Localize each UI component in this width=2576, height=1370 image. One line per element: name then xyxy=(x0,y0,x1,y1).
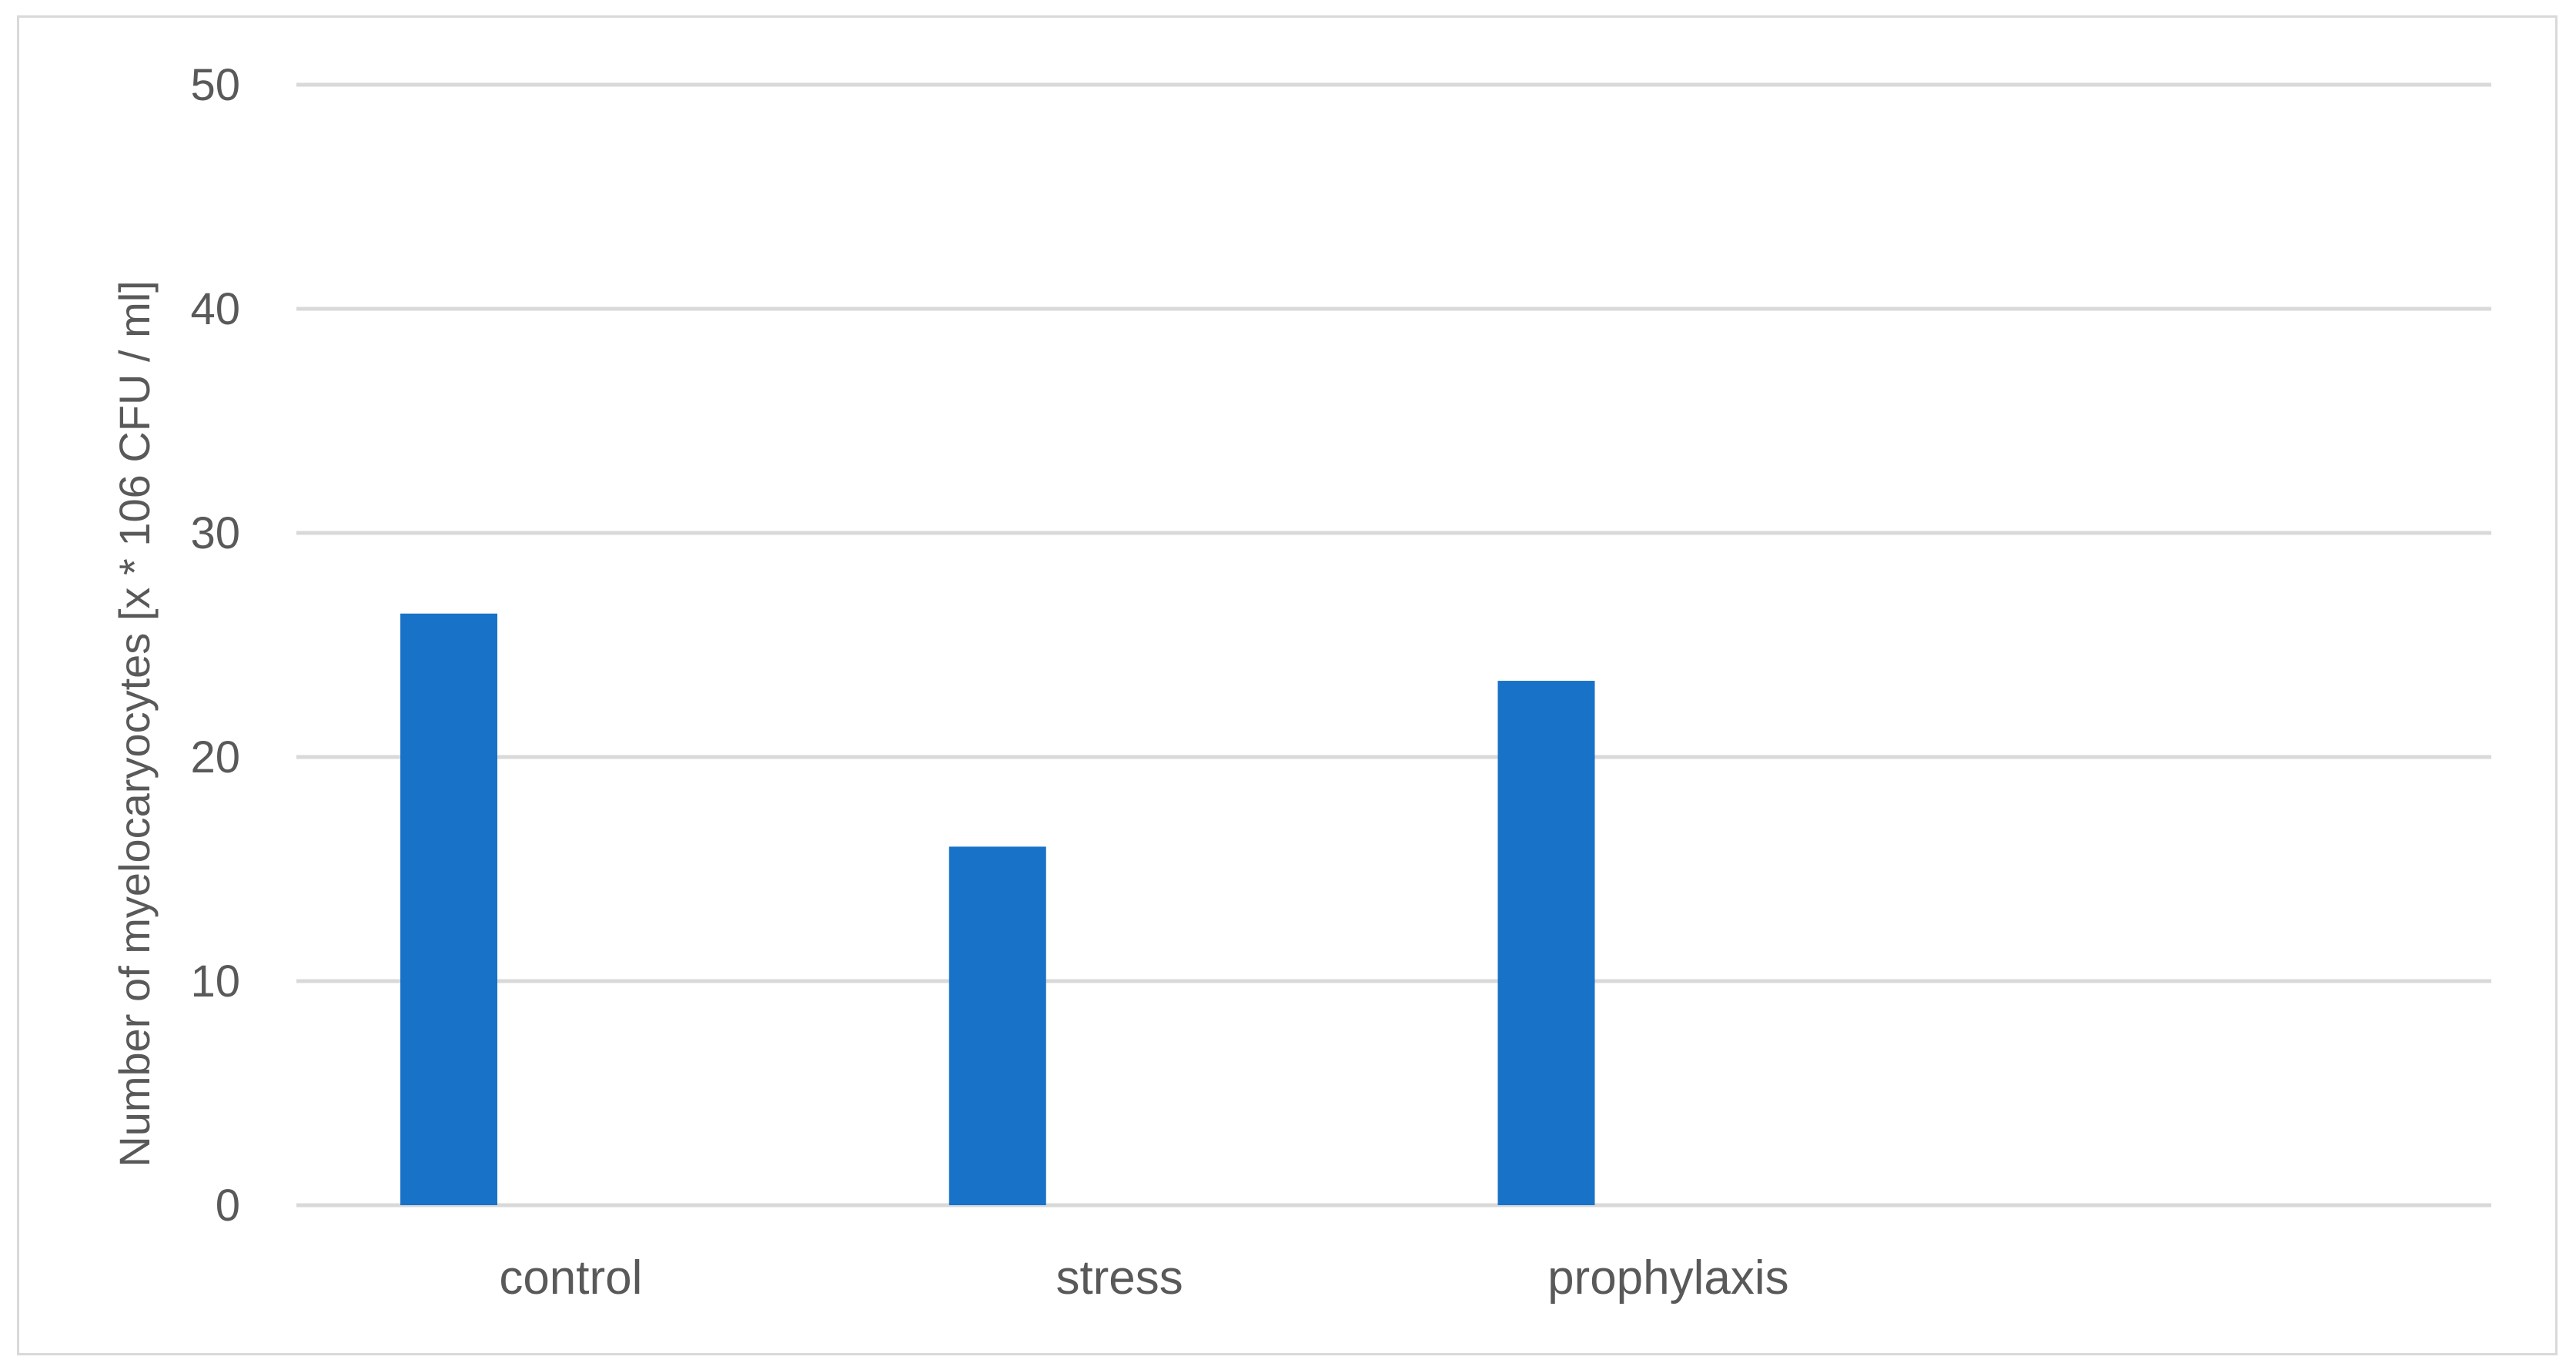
x-axis-category-labels: control stress prophylaxis xyxy=(499,1251,1788,1305)
y-tick-label-10: 10 xyxy=(190,956,240,1007)
y-tick-label-30: 30 xyxy=(190,508,240,558)
x-category-label-stress: stress xyxy=(1055,1251,1183,1305)
y-tick-label-20: 20 xyxy=(190,732,240,782)
bar-stress xyxy=(948,846,1046,1205)
y-tick-label-50: 50 xyxy=(190,60,240,110)
y-axis-title: Number of myelocaryocytes [x * 106 CFU /… xyxy=(110,280,159,1167)
x-category-label-control: control xyxy=(499,1251,642,1305)
bar-prophylaxis xyxy=(1497,681,1595,1205)
y-axis-tick-labels: 0 10 20 30 40 50 xyxy=(190,60,240,1231)
bar-control xyxy=(400,613,497,1205)
x-category-label-prophylaxis: prophylaxis xyxy=(1547,1251,1789,1305)
y-tick-label-40: 40 xyxy=(190,284,240,334)
y-tick-label-0: 0 xyxy=(216,1181,240,1231)
gridlines xyxy=(296,82,2491,1208)
bars xyxy=(400,613,1595,1205)
